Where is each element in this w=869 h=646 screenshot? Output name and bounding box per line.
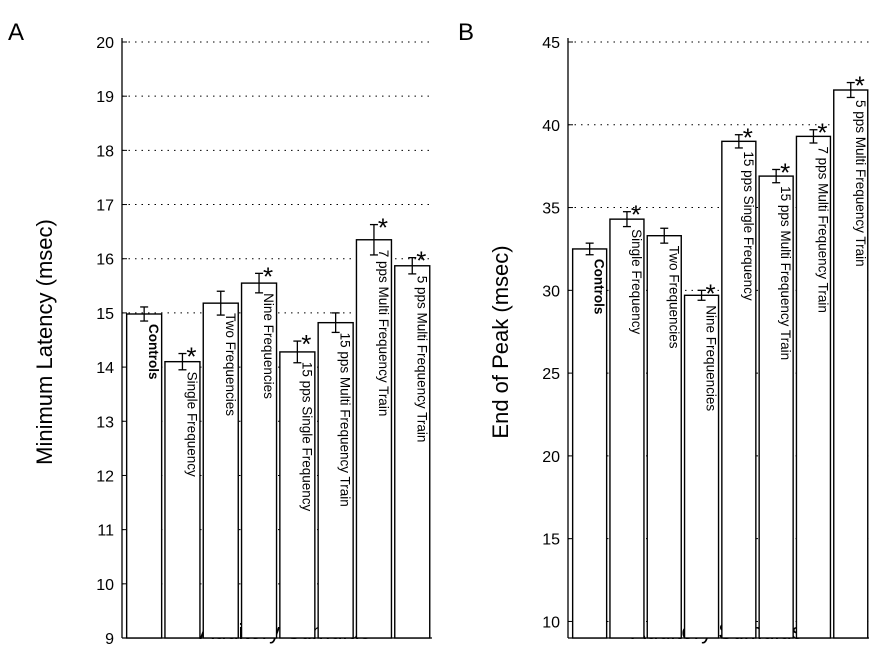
- significance-star: *: [780, 157, 790, 187]
- y-axis-title: End of Peak (msec): [488, 245, 513, 438]
- y-tick-label: 11: [97, 523, 114, 540]
- bar-category-label: 15 pps Single Frequency: [299, 362, 314, 512]
- bar: [795, 135, 832, 639]
- significance-star: *: [817, 118, 827, 148]
- bar-category-label: Single Frequency: [629, 229, 644, 334]
- y-tick-label: 45: [542, 35, 560, 52]
- y-axis-title: Minimum Latency (msec): [32, 219, 57, 465]
- bar-category-label: Controls: [146, 324, 161, 380]
- significance-star: *: [743, 123, 753, 153]
- bar: [164, 360, 201, 639]
- bar-category-label: 15 pps Single Frequency: [741, 151, 756, 301]
- bar: [125, 313, 163, 639]
- significance-star: *: [301, 329, 311, 359]
- significance-star: *: [631, 200, 641, 230]
- bar-category-label: Two Frequencies: [666, 246, 681, 349]
- y-tick-label: 25: [542, 366, 560, 383]
- significance-star: *: [855, 71, 865, 101]
- y-tick-label: 20: [542, 449, 560, 466]
- bar: [758, 175, 794, 639]
- significance-star: *: [263, 261, 273, 291]
- bar-category-label: Single Frequency: [184, 372, 199, 477]
- bar: [571, 248, 608, 639]
- bar-category-label: 5 pps Multi Frequency Train: [853, 100, 868, 267]
- bar: [833, 89, 869, 639]
- bar: [240, 282, 278, 639]
- y-tick-label: 14: [96, 360, 114, 377]
- significance-star: *: [378, 213, 388, 243]
- y-tick-label: 30: [542, 283, 560, 300]
- bar-category-label: 7 pps Multi Frequency Train: [815, 146, 830, 313]
- bar-category-label: 15 pps Multi Frequency Train: [778, 186, 793, 360]
- y-tick-label: 13: [96, 414, 114, 431]
- panel-letter: A: [8, 19, 24, 46]
- panel-letter: B: [458, 19, 474, 46]
- y-tick-label: 9: [105, 631, 114, 646]
- y-tick-label: 35: [542, 201, 560, 218]
- bar: [721, 140, 757, 639]
- chart-panel-a: A 9 10 11 12 13 14 15 16 17 18 19 20 Minimum Latency …: [8, 19, 432, 646]
- bar-category-label: Nine Frequencies: [704, 305, 719, 411]
- bar-category-label: Nine Frequencies: [261, 293, 276, 399]
- y-tick-label: 10: [96, 577, 114, 594]
- y-tick-label: 20: [96, 35, 114, 52]
- bar: [394, 265, 431, 639]
- significance-star: *: [705, 278, 715, 308]
- bar-category-label: 15 pps Multi Frequency Train: [338, 333, 353, 507]
- y-tick-label: 17: [96, 198, 114, 215]
- significance-star: *: [416, 246, 426, 276]
- bar-category-label: Two Frequencies: [223, 313, 238, 416]
- bar-category-label: Controls: [592, 259, 607, 315]
- y-tick-label: 15: [542, 532, 560, 549]
- bar: [646, 234, 682, 639]
- y-tick-label: 15: [96, 306, 114, 323]
- bar-category-label: 7 pps Multi Frequency Train: [376, 250, 391, 417]
- y-tick-label: 19: [96, 89, 114, 106]
- y-tick-label: 16: [96, 252, 114, 269]
- y-tick-label: 18: [96, 143, 114, 160]
- y-tick-label: 12: [96, 468, 114, 485]
- y-tick-label: 40: [542, 118, 560, 135]
- bar: [609, 218, 645, 639]
- bar-category-label: 5 pps Multi Frequency Train: [414, 276, 429, 443]
- bar: [202, 302, 239, 639]
- bar: [279, 351, 316, 639]
- y-tick-label: 10: [542, 614, 560, 631]
- bar: [683, 294, 720, 639]
- significance-star: *: [186, 342, 196, 372]
